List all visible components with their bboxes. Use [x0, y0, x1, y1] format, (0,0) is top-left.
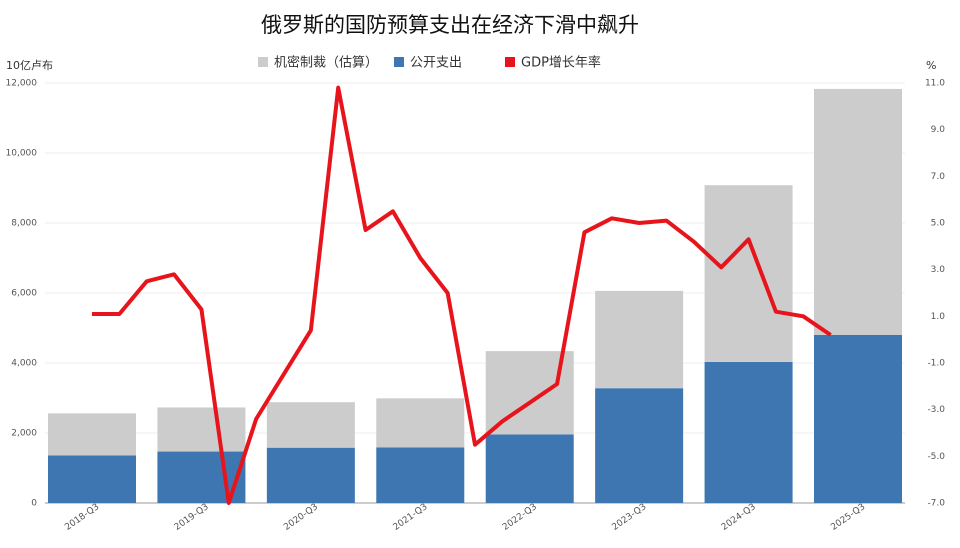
y2-tick-label: -5.0	[927, 452, 945, 462]
y2-axis-label: %	[926, 59, 936, 72]
legend-label: 机密制裁（估算）	[274, 55, 378, 71]
y-tick-label: 2,000	[11, 429, 37, 439]
y2-tick-label: 11.0	[925, 79, 945, 89]
x-tick-label: 2020-Q3	[282, 502, 320, 533]
x-tick-label: 2018-Q3	[63, 502, 101, 533]
bar-segment	[376, 398, 465, 448]
y-tick-label: 10,000	[6, 149, 38, 159]
legend-label: GDP增长年率	[521, 55, 601, 71]
y2-tick-label: -3.0	[927, 405, 945, 415]
y-tick-label: 8,000	[11, 219, 37, 229]
bar-segment	[48, 455, 136, 503]
bar-segment	[266, 402, 355, 448]
x-tick-label: 2021-Q3	[392, 502, 430, 533]
x-tick-label: 2023-Q3	[610, 502, 648, 533]
bar-segment	[485, 434, 574, 503]
x-tick-label: 2025-Q3	[829, 502, 867, 533]
y-axis-label: 10亿卢布	[6, 59, 53, 72]
y-tick-label: 12,000	[6, 79, 38, 89]
y2-tick-label: 7.0	[931, 172, 946, 182]
legend-swatch	[394, 57, 404, 67]
x-tick-label: 2019-Q3	[173, 502, 211, 533]
bar-segment	[157, 407, 246, 452]
line-series	[92, 85, 832, 505]
bar-segment	[48, 413, 136, 456]
bar-segment	[376, 447, 465, 503]
legend-label: 公开支出	[410, 56, 462, 71]
y2-tick-label: 1.0	[931, 312, 946, 322]
bar-segment	[704, 185, 793, 362]
y2-tick-label: -1.0	[927, 359, 945, 369]
bar-segment	[266, 447, 355, 503]
x-tick-label: 2022-Q3	[501, 502, 539, 533]
y-tick-label: 4,000	[11, 359, 37, 369]
y2-tick-label: 5.0	[931, 219, 946, 229]
bar-segment	[814, 335, 902, 503]
x-tick-label: 2024-Q3	[720, 502, 758, 533]
bar-segment	[595, 388, 684, 503]
y-tick-label: 6,000	[11, 289, 37, 299]
bar-segment	[595, 290, 684, 389]
y2-tick-label: 3.0	[931, 265, 946, 275]
bar-segment	[814, 88, 902, 335]
y-tick-label: 0	[31, 499, 37, 509]
y2-tick-label: 9.0	[931, 125, 946, 135]
chart-title: 俄罗斯的国防预算支出在经济下滑中飙升	[261, 13, 639, 37]
legend-swatch	[258, 57, 268, 67]
legend-swatch	[505, 57, 515, 67]
y2-tick-label: -7.0	[927, 499, 945, 509]
bar-segment	[704, 361, 793, 503]
